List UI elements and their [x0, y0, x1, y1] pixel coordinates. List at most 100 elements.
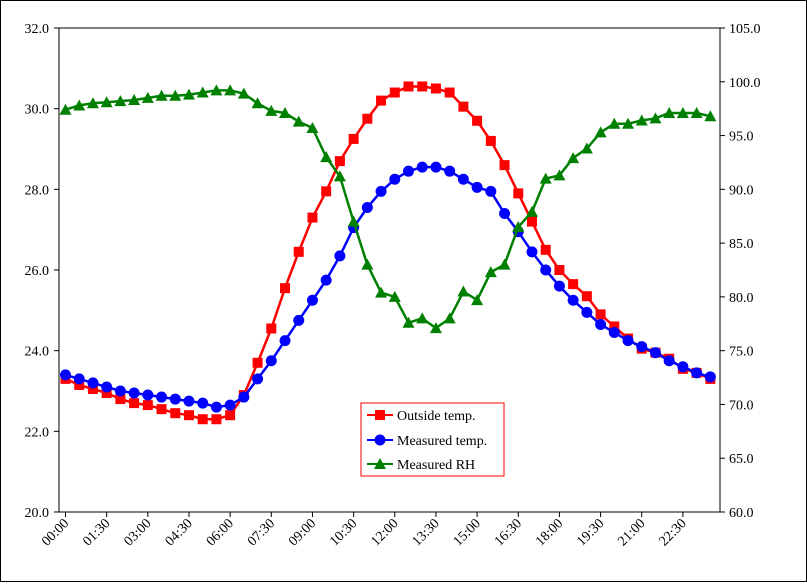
- data-point-outside-temp: [472, 115, 483, 126]
- data-point-outside-temp: [252, 357, 263, 368]
- data-point-measured-rh: [649, 112, 662, 124]
- y-tick-label: 22.0: [25, 425, 50, 440]
- data-point-measured-temp: [704, 371, 716, 383]
- data-point-measured-temp: [444, 165, 456, 177]
- data-point-measured-rh: [73, 99, 86, 111]
- y-tick-label: 28.0: [25, 183, 50, 198]
- data-point-measured-rh: [361, 258, 374, 270]
- data-point-measured-temp: [636, 341, 648, 353]
- chart-legend: Outside temp. Measured temp. Measured RH: [360, 402, 505, 477]
- data-point-measured-rh: [265, 104, 278, 116]
- data-point-outside-temp: [142, 400, 153, 411]
- x-tick-label: 04:30: [163, 516, 196, 549]
- data-point-measured-temp: [87, 377, 99, 389]
- data-point-outside-temp: [499, 160, 510, 171]
- data-point-measured-temp: [293, 314, 305, 326]
- data-point-measured-temp: [60, 369, 71, 381]
- y-tick-label: 30.0: [25, 103, 50, 118]
- data-point-outside-temp: [101, 388, 112, 399]
- data-point-outside-temp: [334, 156, 345, 167]
- x-tick-label: 15:00: [451, 516, 484, 549]
- data-point-measured-rh: [292, 115, 305, 127]
- data-point-measured-temp: [457, 173, 469, 185]
- data-point-measured-rh: [471, 294, 484, 306]
- data-point-measured-rh: [100, 96, 113, 108]
- y2-tick-label: 85.0: [729, 237, 754, 252]
- data-point-measured-rh: [704, 110, 717, 122]
- data-point-measured-rh: [594, 126, 607, 138]
- data-point-outside-temp: [156, 404, 167, 415]
- data-point-measured-temp: [677, 361, 689, 373]
- data-point-measured-temp: [279, 335, 291, 347]
- data-point-measured-temp: [142, 389, 154, 401]
- data-point-measured-rh: [498, 258, 511, 270]
- data-point-outside-temp: [526, 216, 537, 227]
- data-point-measured-temp: [210, 401, 222, 413]
- data-point-measured-temp: [649, 347, 661, 359]
- data-point-measured-temp: [430, 161, 442, 173]
- data-point-outside-temp: [568, 279, 579, 290]
- data-point-outside-temp: [417, 81, 428, 92]
- data-point-measured-rh: [237, 87, 250, 99]
- data-point-measured-rh: [663, 106, 676, 118]
- chart-marks: [59, 81, 717, 425]
- data-point-outside-temp: [485, 135, 496, 146]
- data-point-measured-temp: [608, 327, 620, 339]
- legend-label-outside-temp: Outside temp.: [397, 409, 476, 424]
- data-point-outside-temp: [513, 188, 524, 199]
- data-point-outside-temp: [430, 83, 441, 94]
- data-point-measured-rh: [375, 286, 388, 298]
- data-point-measured-rh: [114, 95, 127, 107]
- data-point-outside-temp: [389, 87, 400, 98]
- data-point-measured-rh: [580, 142, 593, 154]
- x-tick-label: 01:30: [80, 516, 113, 549]
- y2-tick-label: 70.0: [729, 398, 754, 413]
- data-point-outside-temp: [183, 410, 194, 421]
- data-point-measured-temp: [128, 387, 140, 399]
- data-point-measured-temp: [499, 208, 511, 220]
- data-point-measured-rh: [279, 106, 292, 118]
- x-tick-label: 10:30: [327, 516, 360, 549]
- y2-tick-label: 65.0: [729, 452, 754, 467]
- data-point-measured-rh: [306, 122, 319, 134]
- data-point-measured-rh: [635, 114, 648, 126]
- data-point-measured-rh: [525, 205, 538, 217]
- x-tick-label: 06:00: [204, 516, 237, 549]
- data-point-outside-temp: [444, 87, 455, 98]
- data-point-measured-temp: [169, 393, 181, 405]
- data-point-measured-rh: [443, 312, 456, 324]
- y2-tick-label: 105.0: [729, 22, 761, 37]
- data-point-measured-rh: [141, 91, 154, 103]
- legend-marker-measured-temp: [374, 434, 386, 446]
- data-point-measured-rh: [539, 172, 552, 184]
- data-point-outside-temp: [74, 379, 85, 390]
- data-point-outside-temp: [197, 414, 208, 425]
- data-point-measured-temp: [581, 306, 593, 318]
- x-tick-label: 16:30: [492, 516, 525, 549]
- data-point-measured-temp: [252, 373, 264, 385]
- y2-tick-label: 95.0: [729, 130, 754, 145]
- data-point-measured-temp: [73, 373, 85, 385]
- data-point-measured-temp: [595, 318, 607, 330]
- data-point-measured-rh: [251, 97, 264, 109]
- data-point-outside-temp: [581, 291, 592, 302]
- legend-marker-measured-rh: [374, 458, 386, 469]
- y2-tick-label: 60.0: [729, 506, 754, 521]
- data-point-measured-rh: [155, 89, 168, 101]
- data-point-measured-rh: [210, 84, 223, 96]
- data-point-measured-temp: [114, 385, 126, 397]
- data-point-measured-temp: [101, 381, 113, 393]
- x-tick-label: 13:30: [410, 516, 443, 549]
- y2-tick-label: 100.0: [729, 76, 761, 91]
- data-point-measured-temp: [265, 355, 277, 367]
- data-point-measured-temp: [389, 173, 401, 185]
- data-point-measured-temp: [485, 185, 497, 197]
- data-point-measured-rh: [320, 151, 333, 163]
- data-point-measured-temp: [663, 355, 675, 367]
- x-tick-label: 22:30: [657, 516, 690, 549]
- y-tick-label: 20.0: [25, 506, 50, 521]
- data-point-outside-temp: [348, 133, 359, 144]
- data-point-measured-temp: [540, 264, 552, 276]
